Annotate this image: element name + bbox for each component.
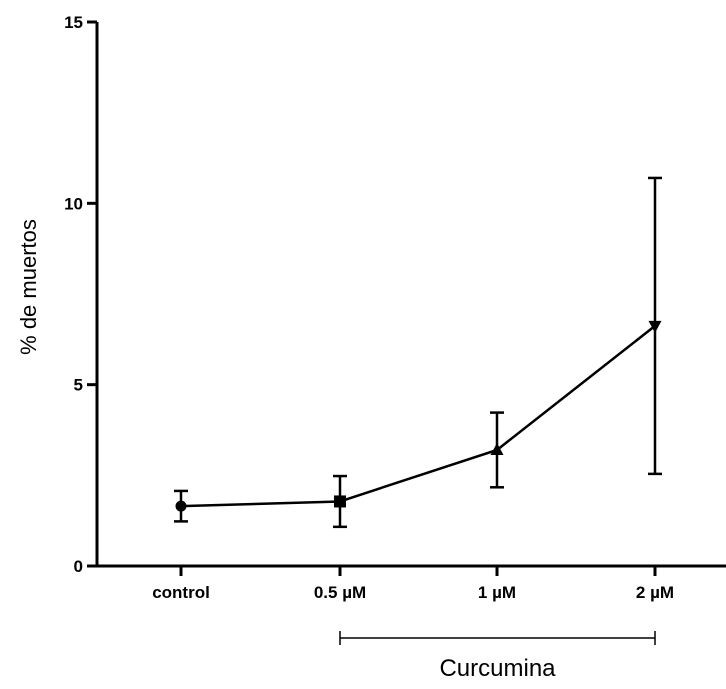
- x-tick-label: 2 µM: [636, 583, 674, 602]
- x-tick-label: 0.5 µM: [314, 583, 366, 602]
- series-line: [180, 324, 656, 508]
- series-group: [174, 176, 662, 529]
- y-tick-label: 15: [64, 13, 83, 32]
- x-axis-ticks: control 0.5 µM 1 µM 2 µM: [152, 566, 674, 602]
- x-tick-label: 1 µM: [478, 583, 516, 602]
- axes: [95, 22, 726, 568]
- data-point: [648, 320, 662, 333]
- data-point: [334, 495, 346, 508]
- group-bracket: Curcumina: [339, 631, 656, 682]
- y-tick-label: 0: [74, 557, 83, 576]
- x-tick-label: control: [152, 583, 210, 602]
- y-tick-label: 5: [74, 376, 83, 395]
- y-axis-ticks: 0 5 10 15: [64, 13, 97, 576]
- data-point: [490, 442, 504, 455]
- bracket-label: Curcumina: [439, 655, 556, 682]
- y-tick-label: 10: [64, 194, 83, 213]
- data-point: [175, 500, 187, 512]
- y-axis-title: % de muertos: [16, 219, 41, 355]
